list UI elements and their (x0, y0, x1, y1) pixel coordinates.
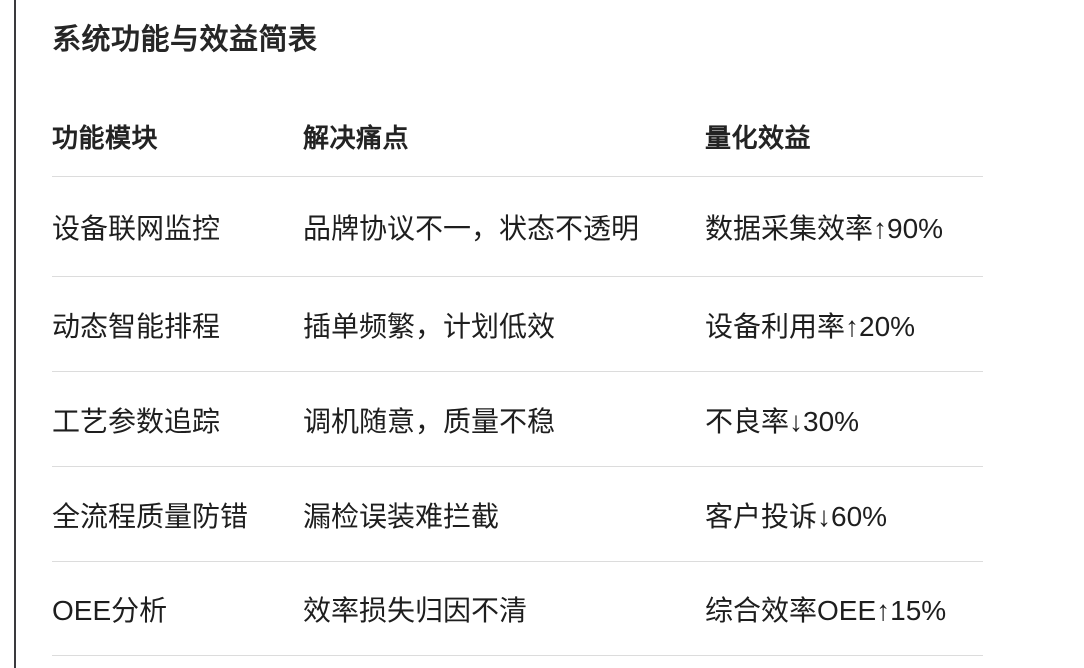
row-separator (52, 655, 983, 656)
cell-module: 全流程质量防错 (52, 500, 249, 532)
table-row: 动态智能排程 插单频繁，计划低效 设备利用率↑20% (52, 277, 983, 372)
row-separator (52, 371, 983, 372)
content-container: 系统功能与效益简表 功能模块 解决痛点 量化效益 设备联网监控 品牌协议不一，状… (52, 0, 1062, 668)
column-header-painpoint: 解决痛点 (303, 123, 410, 153)
row-separator (52, 561, 983, 562)
cell-painpoint: 调机随意，质量不稳 (303, 405, 556, 437)
table-row: 全流程质量防错 漏检误装难拦截 客户投诉↓60% (52, 467, 983, 562)
row-separator (52, 276, 983, 277)
table-row: 工艺参数追踪 调机随意，质量不稳 不良率↓30% (52, 372, 983, 467)
cell-benefit: 设备利用率↑20% (705, 310, 916, 342)
cell-painpoint: 漏检误装难拦截 (303, 500, 500, 532)
cell-module: 动态智能排程 (52, 310, 221, 342)
left-accent-rule (14, 0, 16, 668)
cell-benefit: 综合效率OEE↑15% (705, 595, 947, 626)
cell-module: 设备联网监控 (52, 213, 221, 244)
cell-benefit: 数据采集效率↑90% (705, 213, 944, 244)
column-header-benefit: 量化效益 (705, 123, 812, 153)
cell-benefit: 客户投诉↓60% (705, 500, 888, 532)
header-separator (52, 176, 983, 177)
cell-painpoint: 效率损失归因不清 (303, 595, 528, 626)
cell-painpoint: 插单频繁，计划低效 (303, 310, 556, 342)
benefits-table: 功能模块 解决痛点 量化效益 设备联网监控 品牌协议不一，状态不透明 数据采集效… (52, 108, 983, 656)
cell-painpoint: 品牌协议不一，状态不透明 (303, 213, 640, 244)
table-row: OEE分析 效率损失归因不清 综合效率OEE↑15% (52, 562, 983, 656)
row-separator (52, 466, 983, 467)
column-header-module: 功能模块 (52, 123, 159, 153)
table-row: 设备联网监控 品牌协议不一，状态不透明 数据采集效率↑90% (52, 177, 983, 277)
cell-module: OEE分析 (52, 595, 168, 626)
page-title: 系统功能与效益简表 (52, 24, 318, 56)
table-header-row: 功能模块 解决痛点 量化效益 (52, 108, 983, 177)
cell-module: 工艺参数追踪 (52, 405, 221, 437)
cell-benefit: 不良率↓30% (705, 405, 860, 437)
